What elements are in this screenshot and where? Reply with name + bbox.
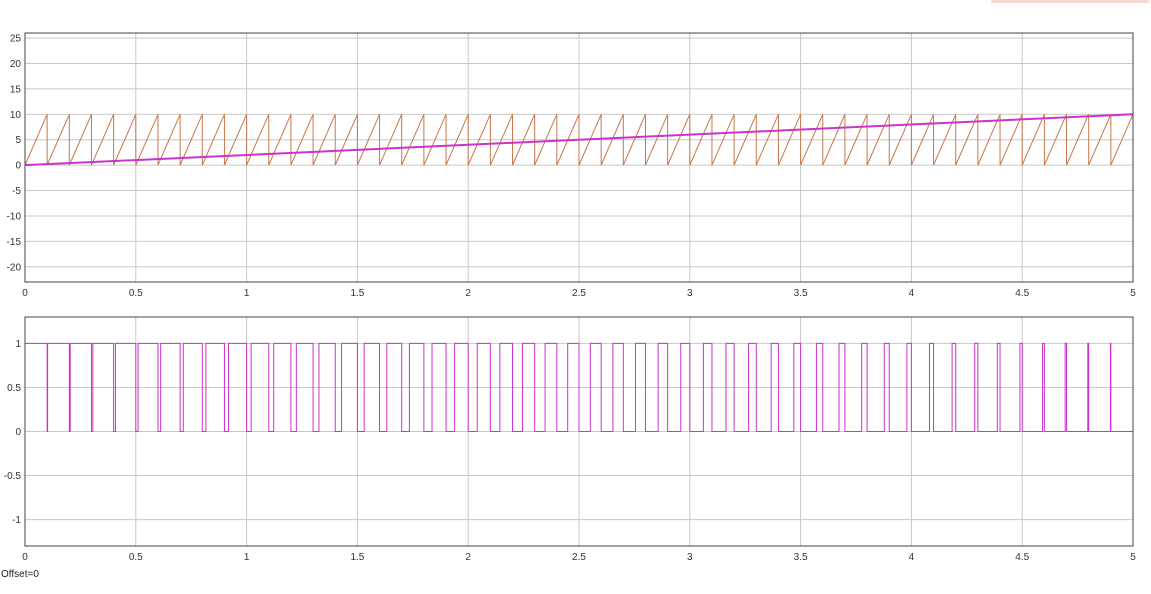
x-tick-label: 1 (244, 552, 250, 563)
x-tick-label: 1 (244, 288, 250, 299)
y-tick-label: -10 (7, 211, 22, 222)
y-tick-label: -5 (12, 186, 21, 197)
x-tick-label: 4.5 (1015, 552, 1029, 563)
y-tick-label: 0.5 (7, 383, 21, 394)
plot-top: 0 0.5 1 1.5 2 2.5 3 3.5 4 4.5 5 25 20 15 10 5 0 -5 -10 -15 -… (7, 32, 1136, 299)
x-tick-label: 5 (1130, 552, 1136, 563)
axes-box (24, 32, 1134, 283)
y-tick-label: -0.5 (4, 471, 22, 482)
x-tick-label: 2.5 (572, 552, 586, 563)
x-tick-label: 2 (465, 288, 471, 299)
corner-decoration (991, 0, 1149, 3)
x-tick-label: 3 (687, 552, 693, 563)
plot-bottom: 0 0.5 1 1.5 2 2.5 3 3.5 4 4.5 5 1 0.5 0 -0.5 -1 (4, 316, 1136, 563)
x-tick-label: 4.5 (1015, 288, 1029, 299)
x-tick-label: 4 (909, 288, 915, 299)
y-tick-label: 1 (15, 339, 21, 350)
x-tick-label: 2 (465, 552, 471, 563)
y-tick-label: 25 (10, 34, 22, 45)
x-tick-label: 3.5 (794, 552, 808, 563)
y-tick-label: 20 (10, 59, 22, 70)
sawtooth-carrier-series (24, 114, 1134, 166)
x-tick-label: 1.5 (350, 288, 364, 299)
y-tick-label: -1 (12, 515, 21, 526)
x-tick-label: 3.5 (794, 288, 808, 299)
y-tick-label: 10 (10, 110, 22, 121)
x-tick-label: 2.5 (572, 288, 586, 299)
y-tick-label: 5 (15, 135, 21, 146)
x-tick-label: 5 (1130, 288, 1136, 299)
y-tick-label: -15 (7, 237, 22, 248)
x-tick-label: 3 (687, 288, 693, 299)
axes-box (24, 316, 1134, 547)
x-tick-label: 0.5 (129, 552, 143, 563)
y-tick-label: 0 (15, 161, 21, 172)
y-tick-label: 0 (15, 427, 21, 438)
y-tick-label: 15 (10, 84, 22, 95)
x-tick-label: 0 (22, 552, 28, 563)
x-tick-label: 0 (22, 288, 28, 299)
reference-line-series (24, 113, 1134, 167)
x-tick-label: 4 (909, 552, 915, 563)
pwm-output-series (24, 342, 1133, 432)
x-tick-label: 1.5 (350, 552, 364, 563)
y-tick-label: -20 (7, 262, 22, 273)
x-tick-label: 0.5 (129, 288, 143, 299)
offset-label: Offset=0 (1, 569, 39, 580)
